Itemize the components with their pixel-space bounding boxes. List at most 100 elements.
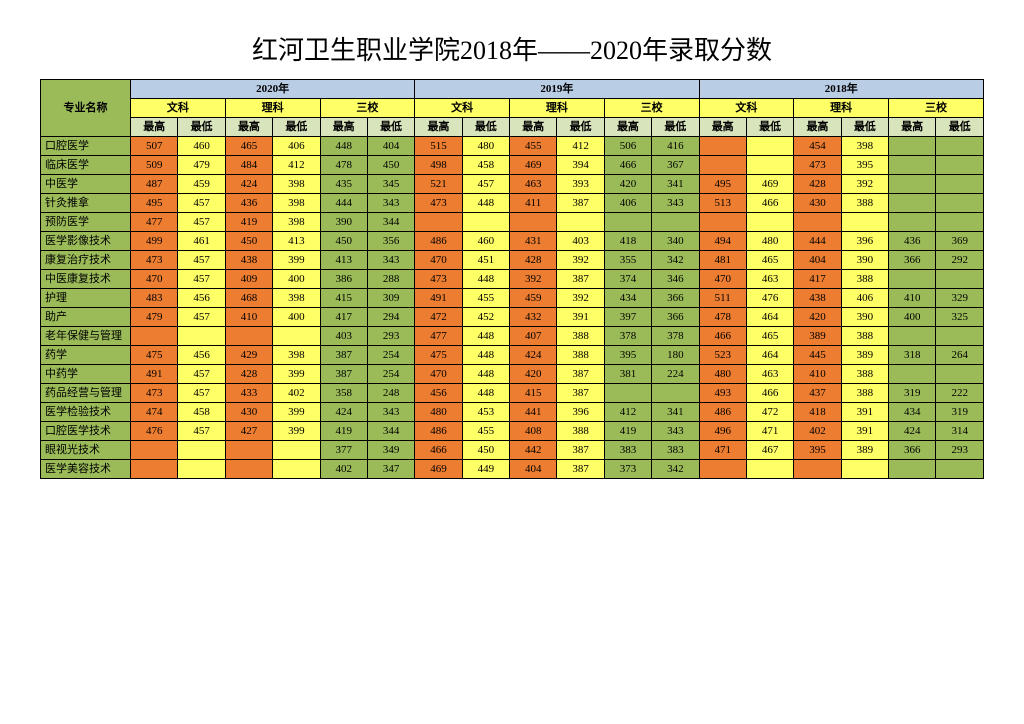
score-cell: 464 [746,346,793,365]
score-cell: 341 [652,175,699,194]
header-low: 最低 [273,118,320,137]
score-cell: 420 [794,308,841,327]
score-cell: 325 [936,308,984,327]
score-cell: 343 [367,251,414,270]
score-cell: 469 [510,156,557,175]
score-cell [699,460,746,479]
table-row: 中医学4874594243984353455214574633934203414… [41,175,984,194]
score-cell: 180 [652,346,699,365]
score-cell: 413 [273,232,320,251]
score-cell: 400 [889,308,936,327]
score-cell: 398 [273,175,320,194]
score-cell: 398 [841,137,888,156]
score-cell: 465 [746,251,793,270]
header-category: 理科 [225,99,320,118]
score-cell: 430 [225,403,272,422]
score-cell: 459 [178,175,225,194]
major-name: 临床医学 [41,156,131,175]
score-cell [604,213,651,232]
score-cell: 428 [794,175,841,194]
score-cell: 404 [794,251,841,270]
score-cell: 431 [510,232,557,251]
score-cell: 367 [652,156,699,175]
score-cell: 341 [652,403,699,422]
score-cell: 470 [699,270,746,289]
score-cell: 450 [225,232,272,251]
score-cell: 460 [462,232,509,251]
score-cell: 444 [794,232,841,251]
score-cell: 476 [746,289,793,308]
score-cell: 412 [273,156,320,175]
score-cell: 480 [746,232,793,251]
score-cell: 392 [557,251,604,270]
header-low: 最低 [936,118,984,137]
header-high: 最高 [131,118,178,137]
score-cell: 451 [462,251,509,270]
score-cell [889,194,936,213]
score-cell: 400 [273,270,320,289]
score-cell: 399 [273,251,320,270]
major-name: 老年保健与管理 [41,327,131,346]
score-cell: 417 [320,308,367,327]
header-year-2019: 2019年 [415,80,699,99]
score-cell: 415 [510,384,557,403]
table-row: 中医康复技术4704574094003862884734483923873743… [41,270,984,289]
score-cell: 412 [604,403,651,422]
score-cell: 473 [794,156,841,175]
score-cell: 486 [415,232,462,251]
score-cell [889,365,936,384]
header-year-2020: 2020年 [131,80,415,99]
score-cell: 477 [131,213,178,232]
score-cell [746,137,793,156]
score-cell: 318 [889,346,936,365]
score-cell [746,156,793,175]
score-cell: 419 [320,422,367,441]
score-cell: 402 [794,422,841,441]
score-cell [841,213,888,232]
score-cell: 390 [320,213,367,232]
score-cell: 473 [415,270,462,289]
score-cell: 472 [746,403,793,422]
major-name: 口腔医学技术 [41,422,131,441]
table-row: 预防医学477457419398390344 [41,213,984,232]
major-name: 药学 [41,346,131,365]
score-cell: 418 [604,232,651,251]
score-cell: 465 [746,327,793,346]
header-low: 最低 [178,118,225,137]
score-cell: 391 [841,403,888,422]
score-cell: 411 [510,194,557,213]
score-cell: 455 [462,289,509,308]
score-cell: 404 [367,137,414,156]
score-cell [889,137,936,156]
score-cell: 437 [794,384,841,403]
score-cell: 466 [746,384,793,403]
score-cell: 461 [178,232,225,251]
header-category: 理科 [794,99,889,118]
score-cell [557,213,604,232]
score-cell: 292 [936,251,984,270]
score-cell: 388 [841,270,888,289]
score-cell: 458 [178,403,225,422]
score-cell: 456 [178,346,225,365]
score-cell: 457 [178,213,225,232]
score-cell: 448 [462,327,509,346]
score-cell: 487 [131,175,178,194]
table-row: 医学美容技术402347469449404387373342 [41,460,984,479]
score-cell [841,460,888,479]
table-row: 医学检验技术4744584303994243434804534413964123… [41,403,984,422]
header-category: 三校 [320,99,415,118]
score-cell: 369 [936,232,984,251]
score-cell: 434 [889,403,936,422]
score-cell [746,213,793,232]
score-cell: 329 [936,289,984,308]
header-high: 最高 [320,118,367,137]
table-header: 专业名称 2020年 2019年 2018年 文科理科三校文科理科三校文科理科三… [41,80,984,137]
score-cell: 391 [841,422,888,441]
score-cell: 400 [273,308,320,327]
score-cell: 387 [557,384,604,403]
header-low: 最低 [462,118,509,137]
score-cell: 398 [273,213,320,232]
score-cell: 418 [794,403,841,422]
score-cell: 412 [557,137,604,156]
score-cell: 343 [367,194,414,213]
